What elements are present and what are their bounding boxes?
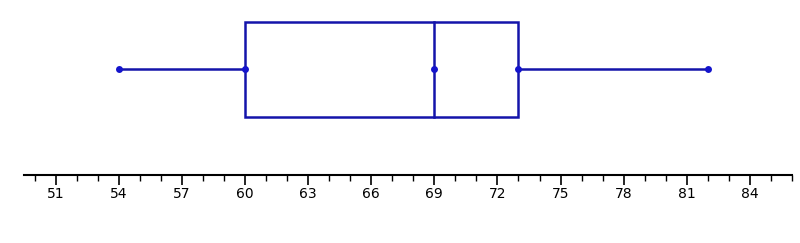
Bar (245, 22, 518, 117)
